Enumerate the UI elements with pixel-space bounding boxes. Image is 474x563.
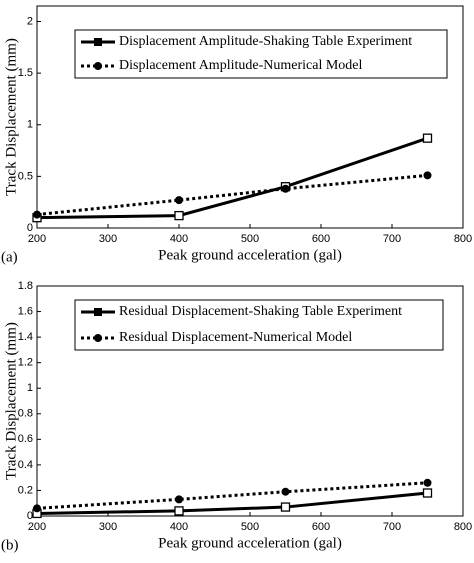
y-tick-label: 0: [27, 222, 33, 234]
legend-marker: [94, 38, 102, 46]
marker: [280, 502, 291, 512]
legend-box: [74, 29, 448, 79]
marker: [33, 504, 41, 513]
x-axis-label: Peak ground acceleration (gal): [158, 535, 342, 551]
x-tick-label: 400: [170, 521, 188, 533]
marker: [281, 487, 290, 496]
y-tick-label: 2: [27, 15, 33, 27]
y-tick-label: 0.6: [18, 433, 33, 445]
x-tick-label: 300: [99, 233, 117, 245]
x-tick-label: 700: [383, 233, 401, 245]
series-line: [36, 136, 428, 220]
marker: [174, 210, 184, 221]
y-tick-label: 1.8: [18, 280, 33, 292]
y-tick-label: 0.8: [18, 408, 33, 420]
legend-label: Displacement Amplitude-Shaking Table Exp…: [119, 34, 412, 49]
series-line: [36, 481, 428, 510]
y-tick-label: 1.2: [18, 357, 33, 369]
y-tick-label: 0.4: [18, 459, 33, 471]
y-tick-label: 1.6: [18, 305, 33, 317]
x-tick-label: 800: [454, 521, 472, 533]
legend-marker: [94, 62, 102, 70]
marker: [281, 184, 290, 193]
x-tick-label: 700: [383, 521, 401, 533]
x-tick-label: 600: [312, 233, 330, 245]
x-tick-label: 400: [170, 233, 188, 245]
y-tick-label: 1.5: [18, 67, 33, 79]
panel-label: (a): [1, 249, 18, 265]
y-axis-label: Track Displacement (mm): [3, 322, 19, 480]
x-tick-label: 500: [241, 233, 259, 245]
legend-marker: [94, 308, 102, 316]
marker: [33, 210, 41, 219]
y-tick-label: 1: [27, 382, 33, 394]
x-tick-label: 200: [28, 233, 46, 245]
x-tick-label: 300: [99, 521, 117, 533]
y-tick-label: 1.4: [18, 331, 33, 343]
x-tick-label: 800: [454, 233, 472, 245]
y-tick-label: 1: [27, 119, 33, 131]
marker: [175, 196, 183, 205]
series-line: [36, 491, 428, 515]
y-tick-label: 0: [27, 510, 33, 522]
legend-box: [74, 299, 444, 351]
series-line: [36, 173, 428, 217]
x-tick-label: 500: [241, 521, 259, 533]
marker: [174, 506, 184, 516]
x-tick-label: 200: [28, 521, 46, 533]
marker: [422, 488, 433, 498]
legend-label: Residual Displacement-Numerical Model: [119, 330, 352, 345]
marker: [422, 133, 433, 143]
marker: [423, 171, 432, 180]
x-tick-label: 600: [312, 521, 330, 533]
legend-label: Displacement Amplitude-Numerical Model: [119, 58, 362, 73]
y-tick-label: 0.2: [18, 484, 33, 496]
marker: [423, 478, 432, 487]
panel-label: (b): [1, 537, 19, 553]
legend-label: Residual Displacement-Shaking Table Expe…: [119, 304, 402, 319]
legend-marker: [94, 334, 102, 342]
marker: [175, 495, 183, 504]
x-axis-label: Peak ground acceleration (gal): [158, 247, 342, 263]
y-axis-label: Track Displacement (mm): [3, 38, 19, 196]
y-tick-label: 0.5: [18, 170, 33, 182]
